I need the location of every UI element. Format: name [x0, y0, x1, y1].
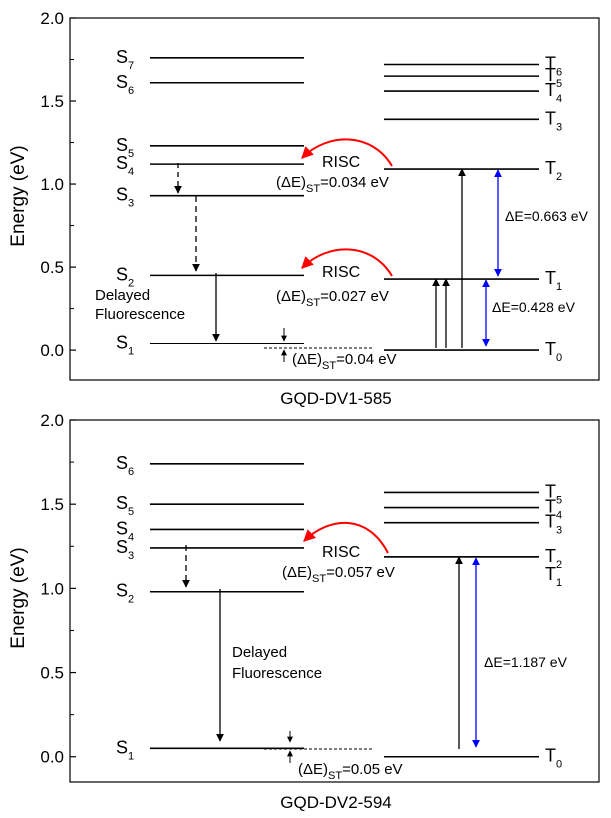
state-label-s3: S3 — [116, 537, 134, 562]
state-label-s2: S2 — [116, 581, 134, 606]
fluorescence-label-line1: Delayed — [95, 287, 150, 304]
state-label-t6: T6 — [545, 53, 562, 78]
state-label-s1: S1 — [116, 737, 134, 762]
y-axis-title: Energy (eV) — [8, 547, 29, 648]
fluorescence-label-line2: Fluorescence — [95, 306, 185, 323]
state-label-s7: S7 — [116, 47, 134, 72]
state-label-t1: T1 — [545, 268, 562, 293]
risc-arrow-t2-s4 — [301, 138, 393, 167]
state-label-t5: T5 — [545, 65, 562, 90]
state-label-s6: S6 — [116, 72, 134, 97]
state-label-t4: T4 — [545, 497, 562, 522]
state-label-s4: S4 — [116, 153, 134, 178]
state-label-t3: T3 — [545, 512, 562, 537]
panel-title: GQD-DV2-594 — [280, 793, 391, 812]
y-axis-title: Energy (eV) — [8, 145, 29, 246]
panel-gqd-dv2-594: 0.00.51.01.52.0 Energy (eV) GQD-DV2-594 … — [8, 411, 600, 812]
risc-de: (ΔE)ST=0.057 eV — [282, 564, 395, 585]
y-tick-label: 2.0 — [40, 411, 64, 430]
y-tick-label: 1.0 — [40, 175, 64, 194]
y-axis-ticks: 0.0 0.5 1.0 1.5 2.0 — [40, 411, 76, 767]
bottom-gap-label: (ΔE)ST=0.04 eV — [292, 351, 397, 372]
energy-levels — [150, 462, 539, 758]
y-tick-label: 0.5 — [40, 664, 64, 683]
state-label-s4: S4 — [116, 518, 134, 543]
state-label-s3: S3 — [116, 185, 134, 210]
risc-label-lower: RISC — [322, 264, 360, 281]
y-tick-label: 0.5 — [40, 258, 64, 277]
state-label-t0: T0 — [545, 339, 562, 364]
state-label-t2: T2 — [545, 546, 562, 571]
y-tick-label: 0.0 — [40, 341, 64, 360]
risc-de-upper: (ΔE)ST=0.034 eV — [276, 174, 389, 195]
state-label-s2: S2 — [116, 264, 134, 289]
panel-title: GQD-DV1-585 — [280, 389, 391, 408]
state-label-s6: S6 — [116, 453, 134, 478]
plot-frame — [69, 17, 600, 381]
state-label-t0: T0 — [545, 746, 562, 771]
fluorescence-label-line1: Delayed — [232, 644, 287, 661]
risc-arrow-t1-s3 — [303, 521, 389, 554]
state-label-t2: T2 — [545, 158, 562, 183]
state-label-s1: S1 — [116, 332, 134, 357]
risc-label-upper: RISC — [322, 154, 360, 171]
y-tick-label: 1.0 — [40, 579, 64, 598]
y-tick-label: 2.0 — [40, 9, 64, 28]
state-label-t3: T3 — [545, 108, 562, 133]
energy-levels — [150, 57, 539, 351]
state-label-t4: T4 — [545, 80, 562, 105]
y-tick-label: 1.5 — [40, 495, 64, 514]
plot-frame — [69, 419, 600, 783]
state-label-t5: T5 — [545, 481, 562, 506]
bottom-gap-label: (ΔE)ST=0.05 eV — [298, 761, 403, 782]
gap-label-t1-t2: ΔE=0.663 eV — [505, 208, 589, 224]
state-label-t1: T1 — [545, 564, 562, 589]
gap-label-t0-t1: ΔE=1.187 eV — [484, 654, 568, 670]
risc-label: RISC — [322, 544, 360, 561]
state-label-s5: S5 — [116, 135, 134, 160]
fluorescence-label-line2: Fluorescence — [232, 665, 322, 682]
risc-de-lower: (ΔE)ST=0.027 eV — [276, 288, 389, 309]
panel-gqd-dv1-585: 0.00.51.01.52.0 Energy (eV) GQD-DV1-585 … — [8, 9, 600, 408]
risc-arrow-t1-s2 — [301, 248, 393, 277]
y-tick-label: 1.5 — [40, 92, 64, 111]
y-axis-ticks: 0.0 0.5 1.0 1.5 2.0 — [40, 9, 76, 360]
state-label-s5: S5 — [116, 493, 134, 518]
y-tick-label: 0.0 — [40, 748, 64, 767]
gap-label-t0-t1: ΔE=0.428 eV — [492, 299, 576, 315]
